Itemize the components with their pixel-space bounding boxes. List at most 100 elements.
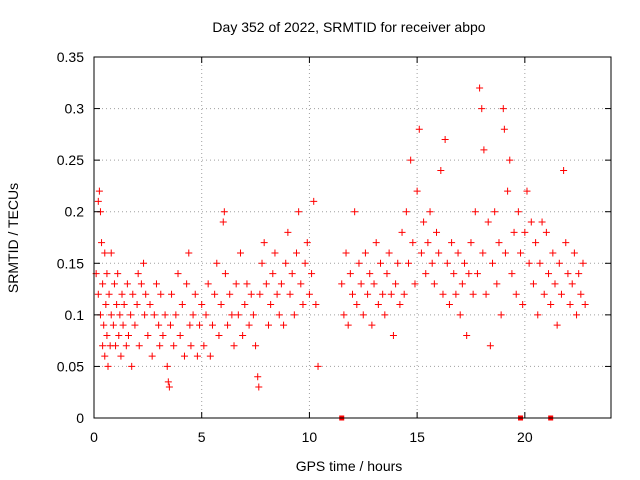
data-point [114, 270, 122, 278]
data-point [277, 280, 285, 288]
data-point [122, 342, 130, 350]
data-point [364, 290, 372, 298]
data-point [512, 290, 520, 298]
data-point [133, 301, 141, 309]
data-point [456, 311, 464, 319]
data-point [245, 321, 253, 329]
data-point [178, 301, 186, 309]
data-point [540, 290, 548, 298]
data-point [299, 301, 307, 309]
y-tick-label: 0.05 [57, 358, 84, 374]
data-point [372, 239, 380, 247]
data-point [489, 259, 497, 267]
data-point [103, 331, 111, 339]
data-point [286, 290, 294, 298]
data-point [557, 290, 565, 298]
data-point [117, 352, 125, 360]
data-point [430, 280, 438, 288]
data-point [213, 259, 221, 267]
data-point [166, 321, 174, 329]
data-point [198, 301, 206, 309]
data-point [165, 383, 173, 391]
data-point [120, 301, 128, 309]
data-point [241, 301, 249, 309]
data-point [141, 311, 149, 319]
data-point [236, 249, 244, 257]
data-point [109, 321, 117, 329]
data-point [370, 280, 378, 288]
data-point [519, 301, 527, 309]
data-point [127, 311, 135, 319]
data-point [562, 239, 570, 247]
data-point [123, 280, 131, 288]
data-point [119, 321, 127, 329]
data-point [497, 311, 505, 319]
y-tick-label: 0.2 [65, 204, 85, 220]
data-point [124, 331, 132, 339]
data-point [226, 290, 234, 298]
data-point [312, 301, 320, 309]
data-point [389, 331, 397, 339]
data-point [284, 228, 292, 236]
data-point [134, 270, 142, 278]
data-point [400, 290, 408, 298]
data-point [168, 290, 176, 298]
data-point [183, 280, 191, 288]
data-point [129, 290, 137, 298]
data-point [105, 290, 113, 298]
data-point [422, 270, 430, 278]
data-point [180, 352, 188, 360]
data-point [534, 311, 542, 319]
data-point [185, 249, 193, 257]
plot-frame [93, 56, 612, 419]
data-point [301, 259, 309, 267]
data-point [398, 228, 406, 236]
data-point [501, 249, 509, 257]
data-point [172, 311, 180, 319]
data-point [144, 331, 152, 339]
data-point [471, 208, 479, 216]
x-tick-label: 15 [409, 429, 425, 445]
data-point [476, 84, 484, 92]
data-point [568, 280, 576, 288]
data-point [255, 383, 263, 391]
data-point [228, 311, 236, 319]
data-point [273, 290, 281, 298]
data-point [101, 249, 109, 257]
data-point [239, 331, 247, 339]
x-tick-label: 5 [198, 429, 206, 445]
data-point [305, 290, 313, 298]
data-point [357, 280, 365, 288]
data-point [381, 311, 389, 319]
data-point [551, 280, 559, 288]
data-point [220, 208, 228, 216]
y-axis-label: SRMTID / TECUs [5, 183, 21, 293]
data-point [110, 280, 118, 288]
data-point [424, 239, 432, 247]
data-point [221, 270, 229, 278]
data-point [264, 321, 272, 329]
data-point [295, 208, 303, 216]
data-point [314, 362, 322, 370]
data-point [206, 352, 214, 360]
data-point [140, 259, 148, 267]
data-point [107, 249, 115, 257]
data-point [377, 259, 385, 267]
data-point [555, 259, 563, 267]
data-point [491, 208, 499, 216]
data-point [275, 311, 283, 319]
data-point [495, 239, 503, 247]
data-point [224, 321, 232, 329]
data-point [234, 311, 242, 319]
data-point [170, 342, 178, 350]
data-point [99, 280, 107, 288]
data-point [297, 280, 305, 288]
data-point [392, 280, 400, 288]
data-point [409, 239, 417, 247]
data-point [383, 270, 391, 278]
data-point [282, 259, 290, 267]
data-point [98, 239, 106, 247]
data-point [243, 280, 251, 288]
data-point [100, 321, 108, 329]
data-point [538, 218, 546, 226]
